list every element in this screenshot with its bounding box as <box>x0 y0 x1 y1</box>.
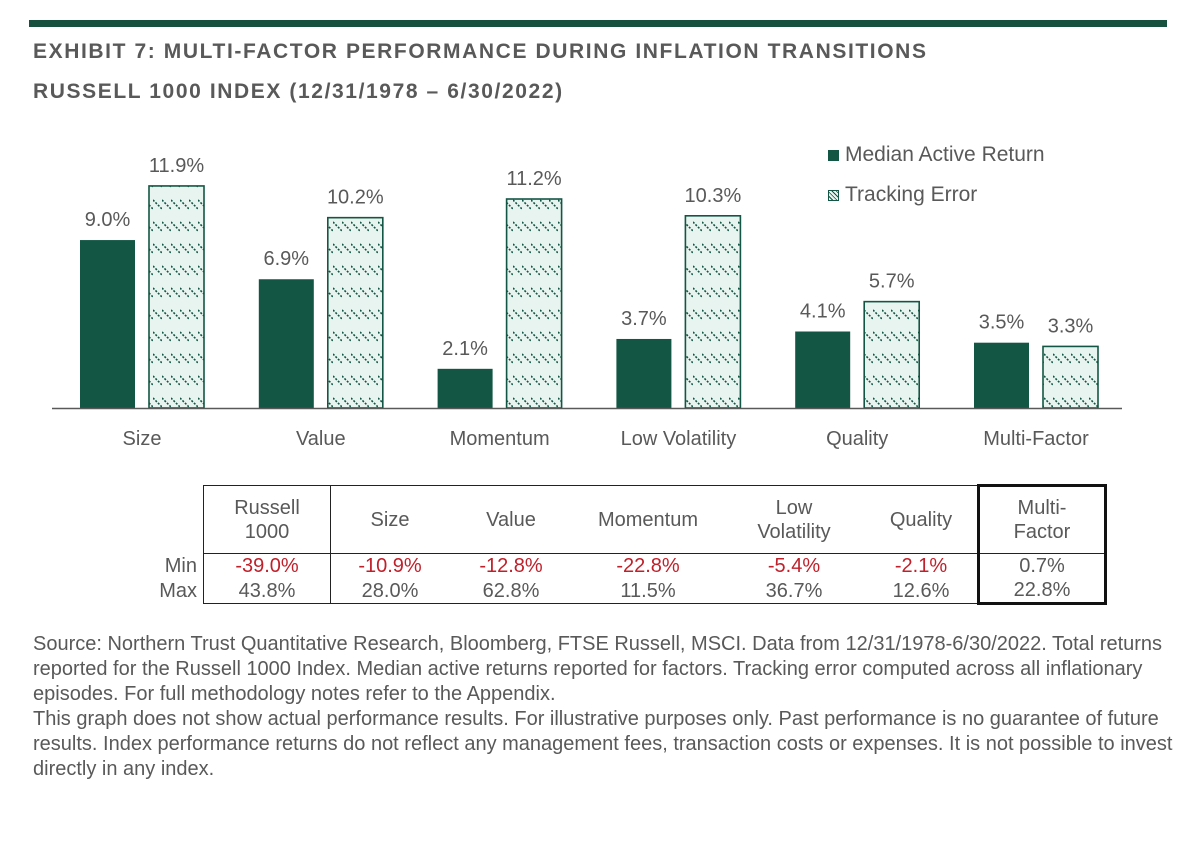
median-active-return-bar-size <box>80 240 135 408</box>
category-tick-label: Value <box>296 428 346 450</box>
table-cell: -12.8% <box>479 555 543 577</box>
table-cell: 43.8% <box>203 578 331 604</box>
hatched-swatch-icon <box>828 189 839 201</box>
table-header-cell: Russell 1000 <box>203 485 331 554</box>
table-header-cell-multi-factor: Multi- Factor <box>977 484 1107 554</box>
median-active-return-bar-quality <box>795 331 851 408</box>
table-header-cell: Momentum <box>573 485 723 554</box>
data-label: 4.1% <box>800 300 846 322</box>
category-tick-label: Quality <box>826 428 888 450</box>
table-cell: -10.9% <box>358 555 422 577</box>
exhibit-title: EXHIBIT 7: MULTI-FACTOR PERFORMANCE DURI… <box>33 40 928 63</box>
bar-chart: 9.0% 11.9% Size 6.9% 10.2% Value 2.1% 11.2% Mome… <box>52 155 1122 450</box>
row-label: Min <box>164 554 197 577</box>
row-label: Max <box>159 579 197 602</box>
legend-item-tracking-error: Tracking Error <box>828 175 1045 215</box>
data-label: 10.2% <box>327 187 384 209</box>
solid-swatch-icon <box>828 149 839 161</box>
table-cell: 11.5% <box>573 578 723 604</box>
data-label: 11.2% <box>506 168 561 190</box>
tracking-error-bar-low-volatility <box>684 215 742 409</box>
legend-label: Median Active Return <box>845 143 1045 166</box>
table-cell: 62.8% <box>449 578 573 604</box>
data-label: 6.9% <box>264 248 310 270</box>
footnotes: Source: Northern Trust Quantitative Rese… <box>33 632 1173 782</box>
tracking-error-bar-size <box>148 185 205 409</box>
table-header-cell: Quality <box>865 485 979 554</box>
table-cell: 0.7% <box>977 553 1107 578</box>
data-label: 10.3% <box>685 185 742 207</box>
top-rule <box>29 20 1167 27</box>
labels-group: 9.0% 11.9% Size 6.9% 10.2% Value 2.1% 11.2% Mome… <box>85 155 1094 450</box>
data-label: 3.7% <box>621 308 667 330</box>
legend-item-median-active-return: Median Active Return <box>828 135 1045 175</box>
bars-group <box>80 185 1099 409</box>
table-cell: 12.6% <box>865 578 979 604</box>
table-cell: 28.0% <box>330 578 449 604</box>
exhibit-subtitle: RUSSELL 1000 INDEX (12/31/1978 – 6/30/20… <box>33 80 564 103</box>
table-header-cell: Size <box>330 485 449 554</box>
table-row-max: Max 43.8% 28.0% 62.8% 11.5% 36.7% 12.6% … <box>130 578 1107 605</box>
data-label: 2.1% <box>442 338 488 360</box>
table-cell: 36.7% <box>723 578 865 604</box>
tracking-error-bar-value <box>326 216 384 409</box>
category-tick-label: Momentum <box>450 428 550 450</box>
disclaimer-note: This graph does not show actual performa… <box>33 708 1173 780</box>
tracking-error-bar-multi-factor <box>1042 345 1099 409</box>
legend: Median Active Return Tracking Error <box>828 135 1045 215</box>
table-header-row: Russell 1000 Size Value Momentum Low Volat… <box>130 484 1107 554</box>
median-active-return-bar-momentum <box>437 368 493 408</box>
median-active-return-bar-multi-factor <box>974 342 1029 408</box>
data-label: 11.9% <box>149 155 204 177</box>
min-max-table: Russell 1000 Size Value Momentum Low Volat… <box>130 484 1107 605</box>
table-cell: -22.8% <box>616 555 680 577</box>
table-row-min: Min -39.0% -10.9% -12.8% -22.8% -5.4% -2… <box>130 553 1107 578</box>
data-label: 3.3% <box>1048 315 1094 337</box>
table-cell: -39.0% <box>203 553 331 578</box>
legend-label: Tracking Error <box>845 183 978 206</box>
table-cell: -5.4% <box>767 555 821 577</box>
data-label: 3.5% <box>979 312 1025 334</box>
data-label: 9.0% <box>85 209 131 231</box>
table-cell: 22.8% <box>977 578 1107 605</box>
median-active-return-bar-low-volatility <box>616 338 672 408</box>
table-header-cell: Low Volatility <box>723 485 865 554</box>
category-tick-label: Multi-Factor <box>983 428 1089 450</box>
category-tick-label: Low Volatility <box>621 428 737 450</box>
median-active-return-bar-value <box>258 279 314 408</box>
data-label: 5.7% <box>869 271 915 293</box>
source-note: Source: Northern Trust Quantitative Rese… <box>33 633 1163 705</box>
tracking-error-bar-quality <box>863 300 921 409</box>
table-cell: -2.1% <box>894 555 948 577</box>
table-header-cell: Value <box>449 485 573 554</box>
category-tick-label: Size <box>123 428 162 450</box>
tracking-error-bar-momentum <box>505 198 563 409</box>
